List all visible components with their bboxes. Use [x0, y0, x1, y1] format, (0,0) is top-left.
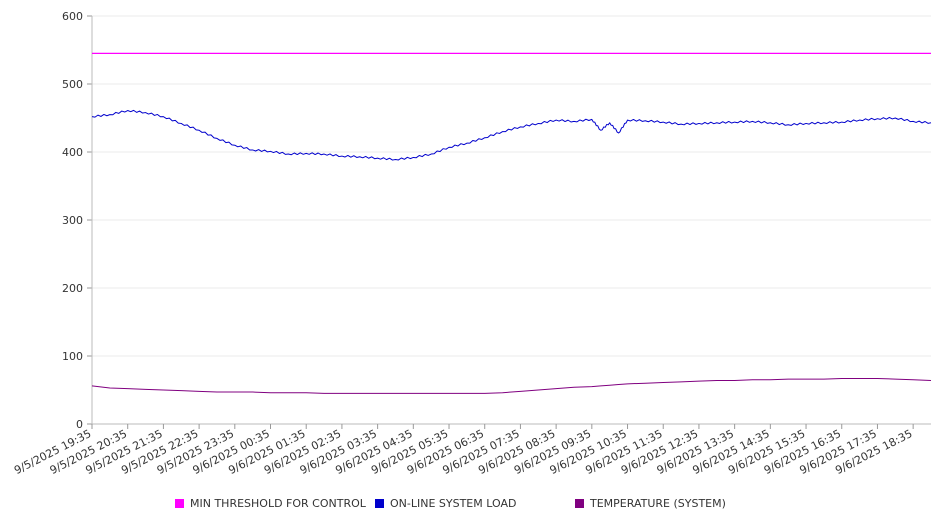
legend: MIN THRESHOLD FOR CONTROL ON-LINE SYSTEM… [0, 497, 946, 515]
y-tick-label: 500 [62, 78, 83, 91]
legend-item-system-load[interactable]: ON-LINE SYSTEM LOAD [375, 497, 516, 510]
x-axis-tick-labels: 9/5/2025 19:359/5/2025 20:359/5/2025 21:… [12, 427, 914, 477]
y-tick-label: 300 [62, 214, 83, 227]
legend-item-min-threshold[interactable]: MIN THRESHOLD FOR CONTROL [175, 497, 366, 510]
series-lines [91, 52, 932, 394]
y-tick-label: 200 [62, 282, 83, 295]
axes [87, 15, 931, 429]
y-tick-label: 400 [62, 146, 83, 159]
y-tick-label: 600 [62, 10, 83, 23]
y-axis-tick-labels: 0 100 200 300 400 500 600 [62, 10, 83, 431]
legend-swatch [175, 499, 184, 508]
legend-item-temperature[interactable]: TEMPERATURE (SYSTEM) [575, 497, 726, 510]
y-tick-label: 100 [62, 350, 83, 363]
legend-swatch [375, 499, 384, 508]
grid-lines [92, 15, 931, 357]
legend-label: MIN THRESHOLD FOR CONTROL [190, 497, 366, 510]
legend-label: ON-LINE SYSTEM LOAD [390, 497, 517, 510]
legend-swatch [575, 499, 584, 508]
series-line-1 [91, 109, 932, 161]
y-tick-label: 0 [76, 418, 83, 431]
series-line-2 [91, 377, 932, 394]
legend-label: TEMPERATURE (SYSTEM) [590, 497, 726, 510]
